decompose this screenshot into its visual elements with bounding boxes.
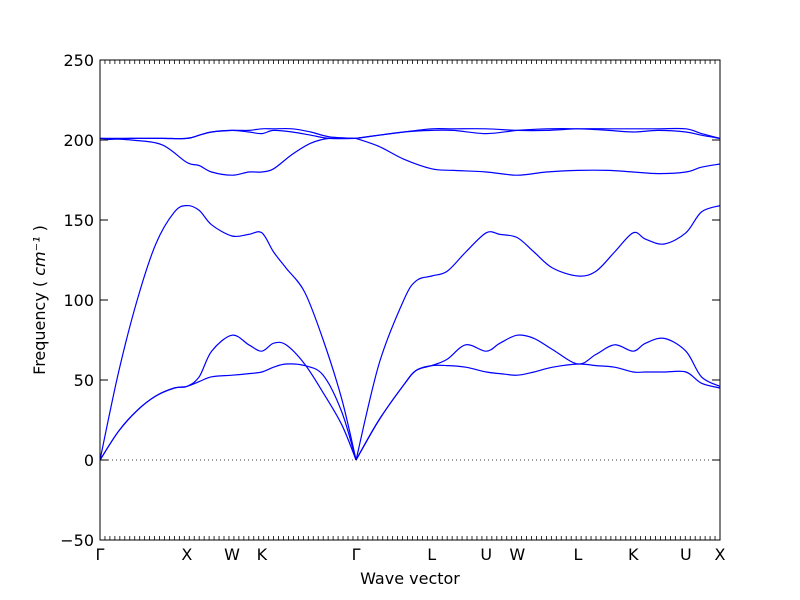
y-axis-title-unit: cm⁻¹ [30,237,49,276]
x-tick-label: W [224,545,240,564]
y-tick-label: 200 [63,131,94,150]
series-line-6 [100,127,357,140]
x-axis-title: Wave vector [360,569,460,588]
y-axis-title-unit-close: ) [30,225,49,231]
x-tick-label: U [680,545,692,564]
y-tick-label: −50 [60,531,94,550]
series-line-12 [355,127,720,139]
y-axis-title-unit-open: ( [30,281,49,287]
x-tick-label: U [480,545,492,564]
y-axis-ticks: −50 0 50 100 150 200 250 [60,51,720,550]
series-line-7 [355,363,720,461]
series-line-1 [100,363,357,461]
series-line-9 [355,205,720,461]
x-tick-label: L [427,545,436,564]
y-axis-title-main: Frequency [30,292,49,375]
x-tick-label: K [257,545,268,564]
series-line-3 [100,204,357,461]
series-line-4 [100,137,357,176]
x-tick-label: Γ [96,545,105,564]
x-tick-label: K [628,545,639,564]
series-line-8 [355,334,720,461]
y-tick-label: 50 [74,371,94,390]
x-tick-label: L [574,545,583,564]
y-tick-label: 100 [63,291,94,310]
x-tick-label: X [715,545,726,564]
x-tick-label: Γ [352,545,361,564]
y-axis-title: Frequency ( cm⁻¹ ) [30,225,49,375]
y-tick-label: 150 [63,211,94,230]
series-line-2 [100,334,357,461]
y-tick-label: 0 [84,451,94,470]
x-tick-label: X [181,545,192,564]
series-layer [100,127,720,461]
y-tick-label: 250 [63,51,94,70]
series-line-10 [355,137,720,176]
x-tick-label: W [509,545,525,564]
